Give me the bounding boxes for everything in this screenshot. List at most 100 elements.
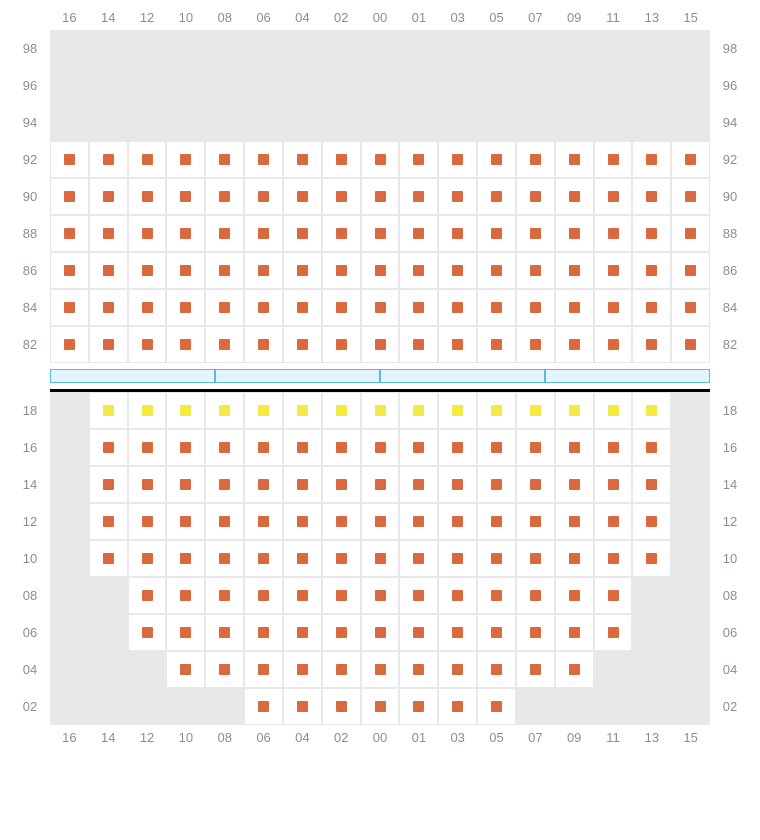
seat-cell[interactable]	[166, 289, 205, 326]
seat-cell[interactable]	[438, 141, 477, 178]
seat-cell[interactable]	[283, 215, 322, 252]
seat-cell[interactable]	[632, 289, 671, 326]
seat-cell[interactable]	[594, 503, 633, 540]
seat-cell[interactable]	[244, 429, 283, 466]
seat-cell[interactable]	[438, 178, 477, 215]
seat-cell[interactable]	[205, 215, 244, 252]
seat-cell[interactable]	[244, 326, 283, 363]
seat-cell[interactable]	[399, 178, 438, 215]
seat-cell[interactable]	[205, 141, 244, 178]
seat-cell[interactable]	[438, 503, 477, 540]
seat-cell[interactable]	[166, 577, 205, 614]
seat-cell[interactable]	[322, 392, 361, 429]
seat-cell[interactable]	[438, 252, 477, 289]
seat-cell[interactable]	[438, 614, 477, 651]
seat-cell[interactable]	[555, 252, 594, 289]
seat-cell[interactable]	[322, 540, 361, 577]
seat-cell[interactable]	[128, 614, 167, 651]
seat-cell[interactable]	[555, 215, 594, 252]
seat-cell[interactable]	[244, 688, 283, 725]
seat-cell[interactable]	[516, 429, 555, 466]
seat-cell[interactable]	[322, 326, 361, 363]
seat-cell[interactable]	[477, 289, 516, 326]
seat-cell[interactable]	[205, 429, 244, 466]
seat-cell[interactable]	[322, 141, 361, 178]
seat-cell[interactable]	[399, 540, 438, 577]
seat-cell[interactable]	[128, 392, 167, 429]
seat-cell[interactable]	[516, 651, 555, 688]
seat-cell[interactable]	[671, 178, 710, 215]
seat-cell[interactable]	[594, 141, 633, 178]
seat-cell[interactable]	[671, 326, 710, 363]
seat-cell[interactable]	[516, 392, 555, 429]
seat-cell[interactable]	[283, 540, 322, 577]
seat-cell[interactable]	[89, 392, 128, 429]
seat-cell[interactable]	[322, 688, 361, 725]
seat-cell[interactable]	[555, 178, 594, 215]
seat-cell[interactable]	[244, 614, 283, 651]
seat-cell[interactable]	[555, 503, 594, 540]
seat-cell[interactable]	[244, 651, 283, 688]
seat-cell[interactable]	[283, 688, 322, 725]
seat-cell[interactable]	[671, 215, 710, 252]
seat-cell[interactable]	[361, 141, 400, 178]
seat-cell[interactable]	[516, 503, 555, 540]
seat-cell[interactable]	[399, 688, 438, 725]
seat-cell[interactable]	[283, 326, 322, 363]
seat-cell[interactable]	[283, 289, 322, 326]
seat-cell[interactable]	[516, 178, 555, 215]
seat-cell[interactable]	[128, 252, 167, 289]
seat-cell[interactable]	[283, 503, 322, 540]
seat-cell[interactable]	[128, 326, 167, 363]
seat-cell[interactable]	[244, 141, 283, 178]
seat-cell[interactable]	[283, 392, 322, 429]
seat-cell[interactable]	[632, 540, 671, 577]
seat-cell[interactable]	[477, 141, 516, 178]
seat-cell[interactable]	[555, 326, 594, 363]
seat-cell[interactable]	[594, 614, 633, 651]
seat-cell[interactable]	[166, 252, 205, 289]
seat-cell[interactable]	[477, 577, 516, 614]
seat-cell[interactable]	[477, 651, 516, 688]
seat-cell[interactable]	[128, 577, 167, 614]
seat-cell[interactable]	[594, 178, 633, 215]
seat-cell[interactable]	[361, 289, 400, 326]
seat-cell[interactable]	[89, 289, 128, 326]
seat-cell[interactable]	[283, 651, 322, 688]
seat-cell[interactable]	[399, 252, 438, 289]
seat-cell[interactable]	[205, 392, 244, 429]
seat-cell[interactable]	[205, 651, 244, 688]
seat-cell[interactable]	[89, 178, 128, 215]
seat-cell[interactable]	[166, 141, 205, 178]
seat-cell[interactable]	[516, 252, 555, 289]
seat-cell[interactable]	[438, 540, 477, 577]
seat-cell[interactable]	[361, 392, 400, 429]
seat-cell[interactable]	[594, 540, 633, 577]
seat-cell[interactable]	[477, 503, 516, 540]
seat-cell[interactable]	[361, 252, 400, 289]
seat-cell[interactable]	[205, 466, 244, 503]
seat-cell[interactable]	[555, 651, 594, 688]
seat-cell[interactable]	[361, 577, 400, 614]
seat-cell[interactable]	[516, 289, 555, 326]
seat-cell[interactable]	[283, 429, 322, 466]
seat-cell[interactable]	[50, 215, 89, 252]
seat-cell[interactable]	[438, 429, 477, 466]
seat-cell[interactable]	[361, 466, 400, 503]
seat-cell[interactable]	[89, 215, 128, 252]
seat-cell[interactable]	[89, 466, 128, 503]
seat-cell[interactable]	[128, 429, 167, 466]
seat-cell[interactable]	[399, 503, 438, 540]
seat-cell[interactable]	[205, 577, 244, 614]
seat-cell[interactable]	[594, 577, 633, 614]
seat-cell[interactable]	[632, 429, 671, 466]
seat-cell[interactable]	[671, 252, 710, 289]
seat-cell[interactable]	[399, 215, 438, 252]
seat-cell[interactable]	[477, 466, 516, 503]
seat-cell[interactable]	[50, 178, 89, 215]
seat-cell[interactable]	[205, 178, 244, 215]
seat-cell[interactable]	[205, 503, 244, 540]
seat-cell[interactable]	[399, 141, 438, 178]
seat-cell[interactable]	[361, 651, 400, 688]
seat-cell[interactable]	[438, 289, 477, 326]
